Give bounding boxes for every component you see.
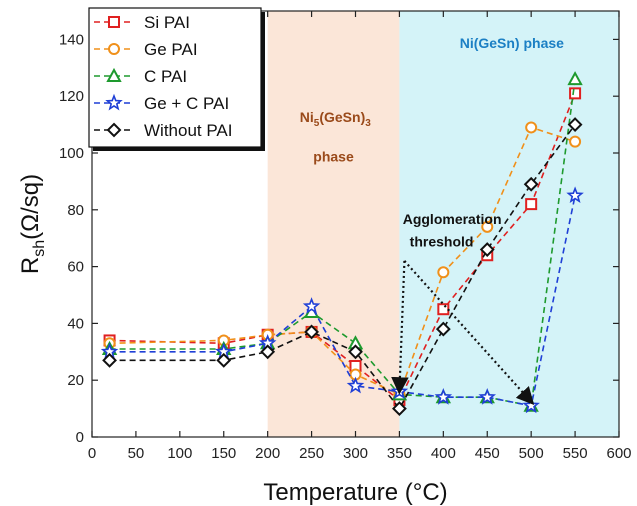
data-point <box>437 266 450 279</box>
series-line <box>109 124 576 411</box>
y-tick-label: 20 <box>67 372 84 389</box>
data-point <box>348 344 363 360</box>
data-point <box>567 117 583 133</box>
legend-marker <box>108 16 120 28</box>
phase-region-2 <box>399 11 619 437</box>
data-point <box>567 71 583 86</box>
x-tick-label: 400 <box>431 445 456 462</box>
series-5 <box>102 117 583 417</box>
x-tick-label: 200 <box>255 445 280 462</box>
legend-marker <box>106 67 122 82</box>
legend-label: C PAI <box>144 67 187 86</box>
legend-label: Si PAI <box>144 13 190 32</box>
data-point <box>478 388 497 405</box>
y-tick-label: 120 <box>59 88 84 105</box>
y-tick-label: 60 <box>67 259 84 276</box>
axes: 0 50 100 150 200 250 300 350 400 450 500 550 600 0 20 4… <box>17 10 632 506</box>
data-point <box>304 324 319 340</box>
data-point <box>216 352 232 368</box>
y-tick-label: 100 <box>59 145 84 162</box>
legend-label: Ge + C PAI <box>144 94 229 113</box>
annotation-line-2: threshold <box>410 234 474 250</box>
legend-label: Without PAI <box>144 121 233 140</box>
y-tick-label: 140 <box>59 31 84 48</box>
legend-marker <box>108 43 120 55</box>
data-point <box>569 87 582 100</box>
legend: Si PAI Ge PAI C PAI Ge + C PAI Without PAI <box>88 7 265 151</box>
data-point <box>437 303 450 316</box>
x-tick-label: 50 <box>128 445 145 462</box>
region-label-ni5gesn3: Ni5(GeSn)3 <box>300 109 371 129</box>
series-line <box>109 195 576 407</box>
x-tick-label: 250 <box>299 445 324 462</box>
legend-label: Ge PAI <box>144 40 198 59</box>
annotation-arrow-1 <box>391 260 409 395</box>
data-point <box>525 121 538 134</box>
x-tick-label: 500 <box>519 445 544 462</box>
data-point <box>392 401 407 417</box>
y-axis-title: Rsh(Ω/sq) <box>17 174 48 274</box>
data-point <box>346 376 365 394</box>
data-point <box>525 198 538 211</box>
x-axis-title: Temperature (°C) <box>263 479 447 506</box>
x-tick-label: 300 <box>343 445 368 462</box>
x-tick-label: 0 <box>88 445 96 462</box>
x-tick-label: 550 <box>563 445 588 462</box>
annotation-arrow-2 <box>403 260 535 406</box>
x-tick-label: 350 <box>387 445 412 462</box>
data-point <box>569 135 582 148</box>
data-point <box>566 186 584 204</box>
data-point <box>481 220 494 233</box>
legend-entry-2: Ge PAI <box>94 40 198 59</box>
legend-entry-5: Without PAI <box>94 121 233 140</box>
labels: Ni5(GeSn)3 phase Ni(GeSn) phase <box>300 35 564 165</box>
region-label-nigesn: Ni(GeSn) phase <box>460 35 564 51</box>
legend-marker <box>105 93 123 111</box>
legend-entry-1: Si PAI <box>94 13 190 32</box>
x-tick-label: 600 <box>606 445 631 462</box>
y-tick-label: 40 <box>67 315 84 332</box>
data-point <box>102 352 117 368</box>
legend-marker <box>106 122 122 138</box>
data-point <box>302 297 321 314</box>
data-point <box>479 242 495 257</box>
legend-entry-4: Ge + C PAI <box>94 93 229 113</box>
x-tick-label: 100 <box>167 445 192 462</box>
y-tick-label: 80 <box>67 202 84 219</box>
phase-region-1 <box>267 11 400 437</box>
annotation-layer: Agglomeration threshold <box>391 211 535 406</box>
x-tick-label: 150 <box>211 445 236 462</box>
data-point <box>260 344 276 360</box>
legend-entry-3: C PAI <box>94 67 187 86</box>
region-label-phase: phase <box>313 149 354 165</box>
annotation-line-1: Agglomeration <box>403 211 502 227</box>
y-tick-label: 0 <box>76 429 84 446</box>
x-tick-label: 450 <box>475 445 500 462</box>
data-point <box>523 176 539 192</box>
data-point <box>434 388 453 405</box>
data-point <box>435 321 451 337</box>
series-layer <box>100 71 584 417</box>
phase-regions <box>267 11 619 437</box>
